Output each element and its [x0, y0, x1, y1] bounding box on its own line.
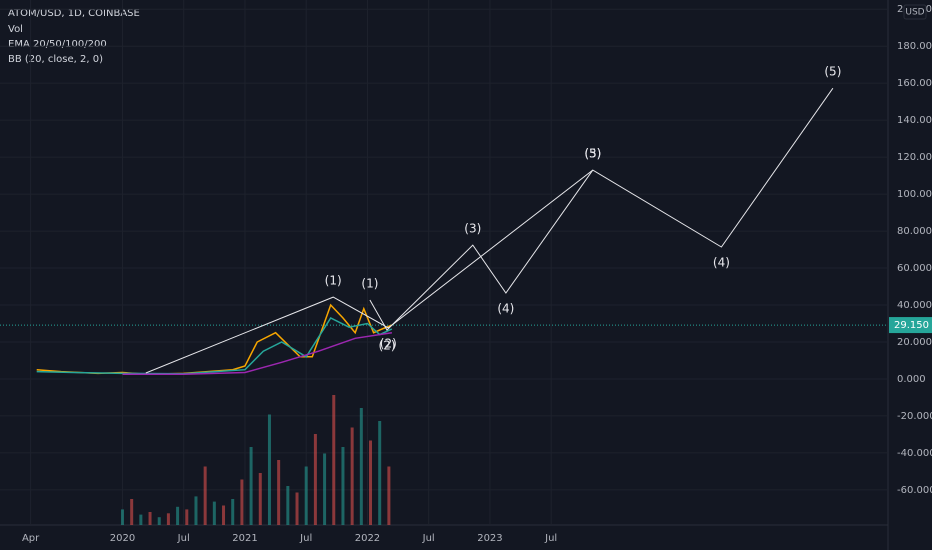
wave-label: (1) — [361, 277, 378, 291]
y-tick-label: -20.000 — [897, 411, 932, 422]
line — [369, 169, 594, 331]
volume-bar — [267, 414, 271, 525]
chart-title: ATOM/USD, 1D, COINBASE — [8, 8, 140, 19]
last-price-label: 29.150 — [894, 320, 929, 331]
wave-label: (3) — [584, 147, 601, 161]
line — [36, 317, 393, 375]
volume-bar — [323, 453, 327, 525]
wave-label: (5) — [584, 147, 601, 161]
last-price-box — [889, 317, 932, 334]
y-tick-label: -40.000 — [897, 448, 932, 459]
volume-bar — [212, 501, 216, 525]
line — [122, 331, 393, 376]
volume-bar — [378, 421, 382, 525]
x-tick-label: Jul — [177, 533, 190, 544]
x-tick-label: 2020 — [110, 533, 135, 544]
wave-label: (2) — [379, 338, 396, 352]
x-tick-label: Jul — [299, 533, 312, 544]
indicator: Vol — [8, 24, 23, 35]
volume-bar — [194, 496, 198, 525]
volume-bar — [258, 473, 262, 525]
volume-bar — [369, 440, 373, 525]
x-tick-label: Jul — [422, 533, 435, 544]
volume-bar — [240, 479, 244, 525]
y-tick-label: 180.000 — [897, 41, 932, 52]
y-tick-label: 40.000 — [897, 300, 932, 311]
y-tick-label: 100.000 — [897, 189, 932, 200]
wave-label: (2) — [380, 336, 397, 350]
volume-bar — [139, 514, 143, 525]
x-tick-label: Apr — [22, 533, 40, 544]
volume-bar — [313, 434, 317, 525]
x-tick-label: 2023 — [477, 533, 502, 544]
volume-bar — [359, 408, 363, 525]
volume-bar — [157, 517, 161, 525]
y-tick-label: 60.000 — [897, 263, 932, 274]
y-tick-label: -60.000 — [897, 485, 932, 496]
wave-label: (3) — [464, 222, 481, 236]
currency: USD — [905, 8, 924, 18]
volume-bar — [249, 447, 253, 525]
volume-bar — [286, 486, 290, 525]
line — [36, 303, 393, 376]
volume-bar — [341, 447, 345, 525]
x-tick-label: 2021 — [232, 533, 257, 544]
wave-label: (1) — [325, 274, 342, 288]
volume-bar — [304, 466, 308, 525]
volume-bar — [332, 395, 336, 525]
wave-label: (4) — [497, 302, 514, 316]
volume-bar — [231, 499, 235, 525]
volume-bar — [203, 466, 207, 525]
y-tick-label: 0.000 — [897, 374, 926, 385]
x-tick-label: 2022 — [355, 533, 380, 544]
y-tick-label: 160.000 — [897, 78, 932, 89]
volume-bar — [185, 509, 189, 525]
indicator: EMA 20/50/100/200 — [8, 39, 107, 50]
y-tick-label: 20.000 — [897, 337, 932, 348]
indicator: BB (20, close, 2, 0) — [8, 54, 103, 65]
volume-bar — [166, 513, 170, 525]
volume-bar — [277, 460, 281, 525]
volume-bar — [148, 512, 152, 525]
currency-box — [903, 4, 927, 20]
y-tick-label: 140.000 — [897, 115, 932, 126]
wave-label: (5) — [824, 65, 841, 79]
volume-bar — [222, 505, 226, 525]
volume-bar — [120, 509, 124, 525]
x-tick-label: Jul — [544, 533, 557, 544]
volume-bar — [176, 506, 180, 525]
line — [145, 87, 834, 374]
volume-bar — [350, 427, 354, 525]
volume-bar — [295, 492, 299, 525]
wave-label: (4) — [713, 255, 730, 269]
volume-bar — [130, 499, 134, 525]
volume-bar — [387, 466, 391, 525]
y-tick-label: 80.000 — [897, 226, 932, 237]
y-tick-label: 120.000 — [897, 152, 932, 163]
